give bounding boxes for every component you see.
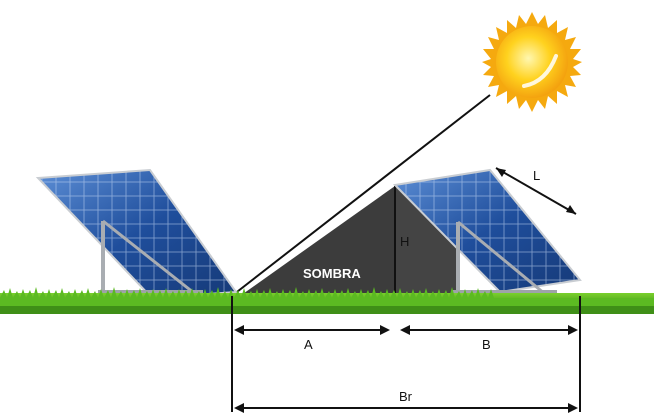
a-label: A xyxy=(304,337,313,352)
length-label: L xyxy=(533,168,540,183)
length-dimension: L xyxy=(495,167,577,215)
sun-ray-line xyxy=(232,94,491,296)
solar-panel-icon xyxy=(35,168,238,303)
solar-panel-icon xyxy=(392,168,582,303)
shadow-label: SOMBRA xyxy=(303,266,361,281)
shadow-area-right xyxy=(395,186,458,296)
grass-icon xyxy=(0,287,654,314)
b-dimension: B xyxy=(400,325,578,352)
br-label: Br xyxy=(399,389,413,404)
shadow-area xyxy=(240,186,395,296)
height-label: H xyxy=(400,234,409,249)
b-label: B xyxy=(482,337,491,352)
a-dimension: A xyxy=(234,325,390,352)
sun-icon xyxy=(482,12,582,112)
br-dimension: Br xyxy=(234,389,578,413)
